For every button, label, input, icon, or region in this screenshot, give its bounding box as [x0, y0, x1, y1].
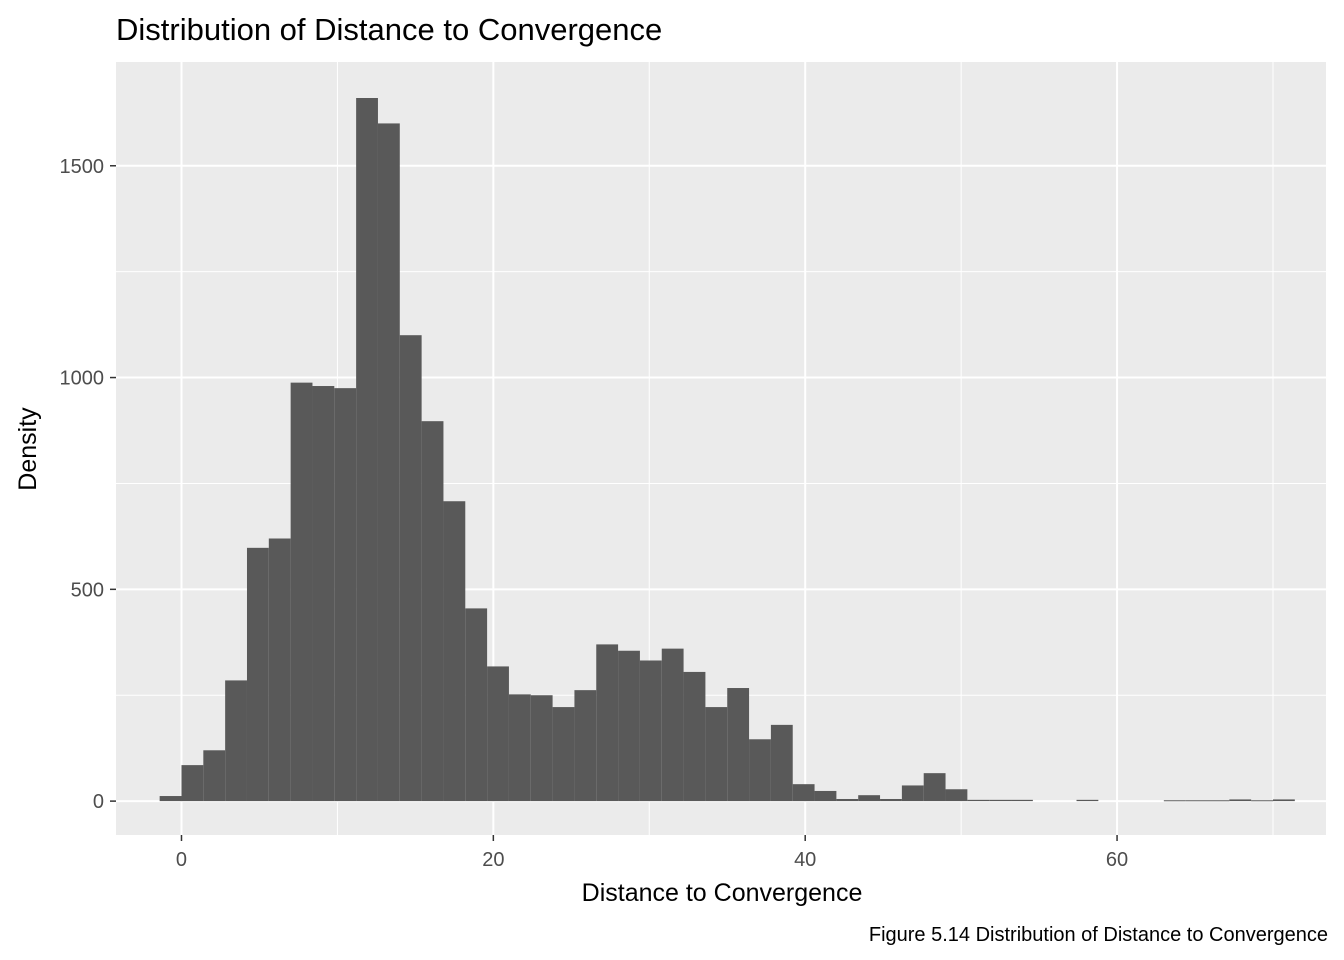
- histogram-bar: [290, 382, 313, 802]
- histogram-bar: [181, 765, 204, 802]
- histogram-bar: [508, 694, 531, 802]
- minor-gridlines: [116, 62, 1326, 835]
- histogram-bar: [246, 547, 269, 802]
- y-tick-label: 1000: [60, 368, 105, 390]
- y-tick-label: 1500: [60, 156, 105, 178]
- histogram-bar: [880, 798, 902, 802]
- histogram-bar: [203, 750, 226, 802]
- figure-caption: Figure 5.14 Distribution of Distance to …: [869, 924, 1328, 946]
- histogram-bar: [727, 688, 750, 802]
- histogram-bar: [225, 680, 247, 802]
- histogram-bar: [1185, 800, 1208, 802]
- y-tick-label: 500: [71, 579, 104, 601]
- x-tick-label: 60: [1106, 849, 1128, 871]
- histogram-bar: [268, 538, 291, 802]
- histogram-bar: [159, 796, 182, 802]
- chart-title: Distribution of Distance to Convergence: [116, 12, 662, 47]
- histogram-bar: [967, 799, 990, 802]
- histogram-bar: [770, 724, 793, 802]
- histogram-bar: [1251, 800, 1273, 802]
- histogram-bar: [487, 666, 509, 802]
- histogram-bar: [901, 785, 924, 802]
- histogram-bar: [356, 98, 378, 802]
- histogram-bar: [639, 660, 662, 802]
- histogram-bar: [792, 784, 815, 802]
- histogram-bar: [814, 790, 837, 802]
- y-axis-title: Density: [14, 407, 42, 491]
- histogram-bar: [574, 690, 597, 802]
- histogram-bar: [683, 671, 706, 802]
- histogram-bar: [618, 650, 640, 802]
- histogram-bar: [923, 773, 946, 802]
- histogram-bars: [159, 98, 1295, 802]
- histogram-bar: [1163, 800, 1186, 802]
- x-tick-label: 20: [482, 849, 504, 871]
- histogram-bar: [465, 608, 488, 802]
- histogram-bar: [1272, 799, 1295, 802]
- histogram-bar: [1011, 799, 1033, 802]
- histogram-bar: [1229, 799, 1252, 802]
- histogram-bar: [312, 386, 335, 802]
- histogram-bar: [377, 123, 400, 802]
- x-axis-title: Distance to Convergence: [582, 879, 863, 907]
- x-axis: 0 20 40 60: [176, 835, 1128, 871]
- histogram-bar: [858, 795, 881, 802]
- histogram-bar: [530, 695, 553, 802]
- histogram-bar: [443, 501, 466, 802]
- x-tick-label: 40: [794, 849, 816, 871]
- histogram-bar: [661, 648, 684, 802]
- histogram-bar: [334, 388, 357, 802]
- histogram-bar: [1076, 799, 1099, 802]
- histogram-bar: [1207, 800, 1230, 802]
- histogram-bar: [399, 335, 422, 802]
- y-axis: 0 500 1000 1500: [60, 156, 116, 813]
- histogram-bar: [421, 421, 444, 802]
- x-tick-label: 0: [176, 849, 187, 871]
- histogram-bar: [596, 644, 619, 802]
- major-gridlines: [116, 62, 1326, 835]
- histogram-bar: [836, 798, 859, 802]
- histogram-bar: [945, 789, 968, 802]
- histogram-bar: [989, 799, 1012, 802]
- histogram-bar: [705, 707, 728, 802]
- histogram-bar: [749, 739, 771, 802]
- histogram-bar: [552, 707, 575, 802]
- y-tick-label: 0: [93, 791, 104, 813]
